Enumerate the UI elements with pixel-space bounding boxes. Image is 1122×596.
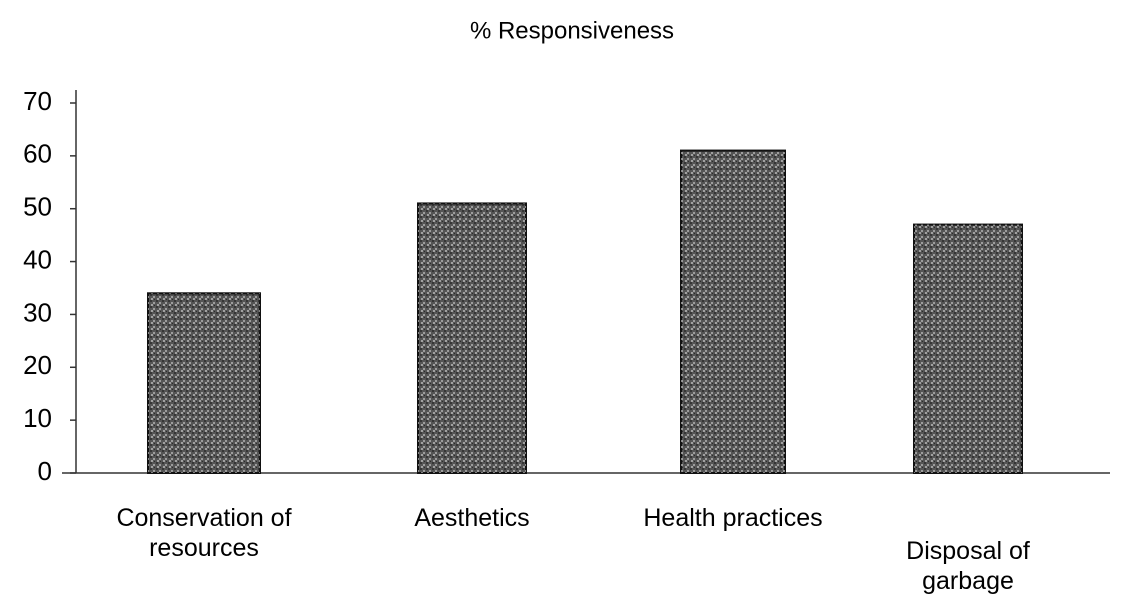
- bar-texture: [148, 293, 260, 473]
- y-tick-label: 20: [23, 350, 52, 380]
- bar-texture: [914, 224, 1022, 473]
- x-tick-label: Aesthetics: [414, 504, 530, 532]
- chart: % Responsiveness 0 10 20 30 40 50 60 70: [23, 17, 1110, 486]
- x-tick-label: Health practices: [643, 504, 823, 532]
- chart-title: % Responsiveness: [470, 17, 674, 44]
- y-tick-label: 40: [23, 244, 52, 274]
- y-tick-label: 10: [23, 403, 52, 433]
- bar-texture: [681, 150, 785, 474]
- y-tick-label: 50: [23, 192, 52, 222]
- bar-texture: [418, 203, 526, 473]
- x-tick-label: Conservation of resources: [116, 504, 292, 562]
- y-tick-label: 60: [23, 139, 52, 169]
- y-tick-label: 70: [23, 86, 52, 116]
- x-tick-label: Disposal of garbage: [906, 537, 1030, 595]
- y-tick-label: 30: [23, 297, 52, 327]
- chart-container: % Responsiveness 0 10 20 30 40 50 60 70 Conserv…: [23, 17, 1110, 595]
- y-tick-label: 0: [38, 456, 52, 486]
